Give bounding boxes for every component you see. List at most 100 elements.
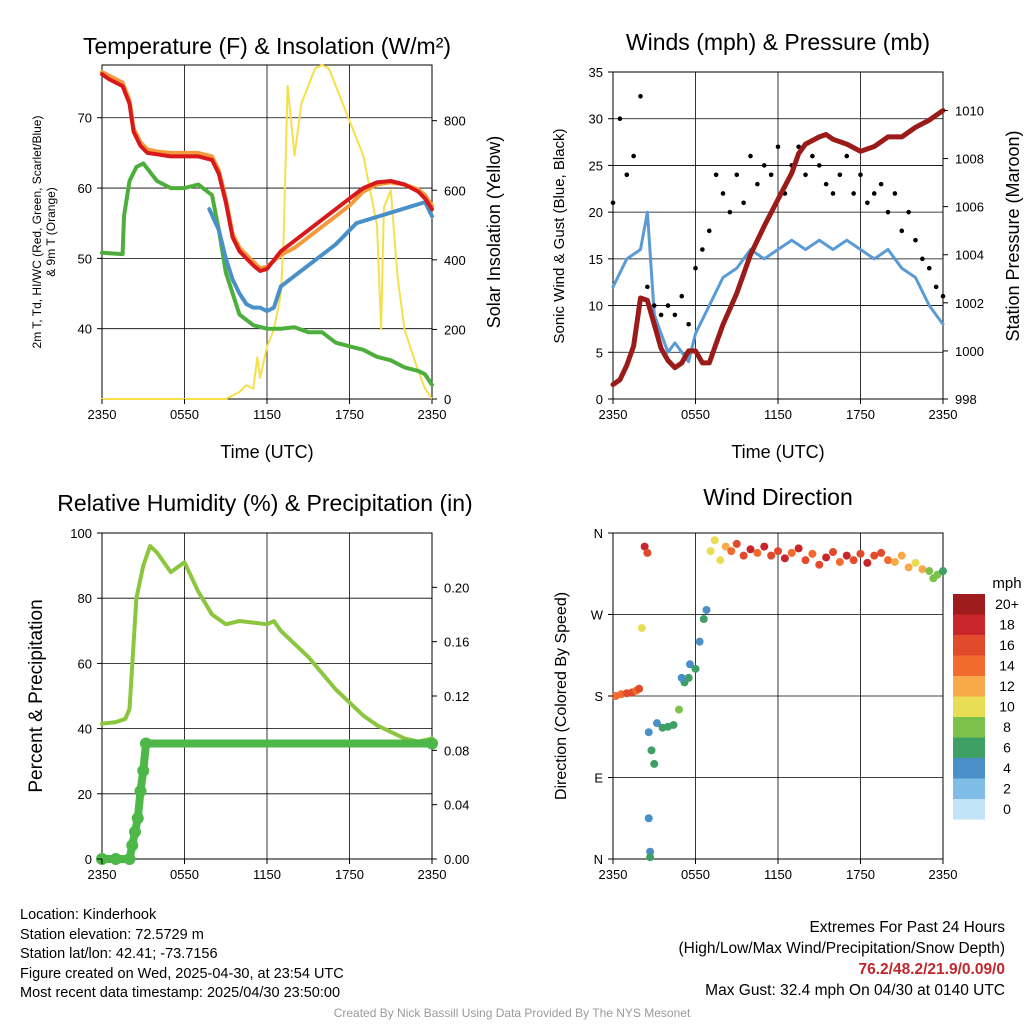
x-tick-label: 1750 [335,867,364,882]
gust-point [892,191,898,196]
gust-point [624,172,630,178]
winds-y-label: Sonic Wind & Gust (Blue, Black) [551,128,568,343]
gust-point [885,209,891,215]
wind-direction-point [829,548,837,557]
gust-point [638,93,643,99]
2m-t-line [100,72,434,273]
gust-point [768,172,774,178]
wind-direction-point [686,660,694,669]
gust-point [844,153,850,159]
wind-direction-point [870,551,879,560]
precipitation-point [140,737,152,750]
y-tick-label: 30 [589,112,603,127]
gust-point [700,247,705,252]
gust-point [851,191,856,196]
gust-point [775,144,781,150]
y-tick-label: N [594,852,603,867]
wind-direction-point [644,814,653,823]
y2-tick-label: 0.12 [444,689,469,704]
x-tick-label: 2350 [418,407,447,422]
gust-point [693,265,698,271]
y-tick-label: E [594,771,603,786]
gust-point [748,153,753,159]
y-tick-label: S [594,689,603,704]
legend-label: 18 [999,617,1015,633]
precipitation-point [109,853,122,865]
wind-direction-point [669,720,678,729]
station-location: Location: Kinderhook [20,907,157,923]
legend-label: 8 [1003,719,1011,735]
x-tick-label: 1150 [253,867,281,882]
legend-swatch [953,778,985,799]
gust-point [727,209,733,215]
legend-label: 16 [999,637,1015,653]
legend-swatch [953,737,985,758]
extremes-values: 76.2/48.2/21.9/0.09/0 [858,961,1005,978]
wind-direction-point [739,551,748,560]
precipitation-point [426,737,438,750]
gust-point [665,303,671,308]
precipitation-line [98,739,436,863]
x-tick-label: 1750 [846,407,875,422]
wind-direction-point [835,557,844,566]
y-tick-label: 20 [589,205,603,220]
wind-direction-point [787,548,796,557]
gust-point [610,200,616,206]
y-tick-label: 5 [596,345,603,360]
extremes-info: Extremes For Past 24 Hours (High/Low/Max… [679,917,1006,1001]
gust-point [816,163,822,168]
winds-panel: Winds (mph) & Pressure (mb) 2350 0550 1150… [551,29,1023,462]
y2-tick-label: 0.04 [444,798,469,813]
figure-created: Figure created on Wed, 2025-04-30, at 23… [20,965,344,982]
wind-direction-point [774,547,782,556]
wind-direction-point [643,548,652,557]
wind-direction-point [691,664,700,673]
wind-direction-point [727,547,736,556]
wind-direction-point [644,728,653,737]
wind-direction-point [849,556,858,565]
y-tick-label: 70 [78,111,92,126]
gust-point [741,200,746,206]
wind-direction-point [677,673,686,682]
credit-line: Created By Nick Bassill Using Data Provi… [333,1006,691,1020]
wind-direction-point [732,539,741,548]
legend-swatch [953,594,985,615]
y-tick-label: 15 [589,252,603,267]
winds-title: Winds (mph) & Pressure (mb) [626,29,930,55]
pressure-line [610,108,946,388]
precipitation-point [134,785,147,798]
wind-direction-point [684,673,693,682]
y-tick-label: 35 [589,65,603,80]
y-tick-label: 60 [78,656,92,671]
gust-point [858,172,863,178]
legend-swatch [953,614,985,635]
wind-direction-y-label: Direction (Colored By Speed) [553,592,570,800]
humidity-panel: Relative Humidity (%) & Precipitation (i… [26,490,473,882]
winds-x-label: Time (UTC) [731,442,824,462]
x-tick-label: 2350 [88,407,117,422]
gust-point [713,172,719,178]
wind-direction-point [815,560,824,569]
wind-direction-panel: Wind Direction 2350 0550 1150 1750 2350NWSEN… [553,484,1022,882]
gust-point [830,191,836,196]
gust-point [686,321,691,327]
temperature-y-label-line2: & 9m T (Orange) [44,187,58,277]
wind-direction-point [822,553,831,562]
gust-point [755,181,760,187]
y2-tick-label: 1004 [955,248,984,263]
wind-direction-point [721,542,730,551]
speed-legend: 20+ 18 16 14 12 10 8 6 4 2 0 [953,594,1019,820]
wind-direction-point [702,605,711,614]
wind-direction-point [699,615,708,624]
solar-insolation-line [101,64,433,400]
y2-tick-label: 0.16 [444,635,469,650]
gust-point [617,116,623,122]
station-info: Location: Kinderhook Station elevation: … [20,906,344,1004]
y2-tick-label: 0 [444,392,451,407]
hi-wc-line [207,200,434,314]
gust-point [803,172,808,178]
y2-tick-label: 800 [444,114,466,129]
wind-direction-point [653,719,661,728]
y-tick-label: 50 [78,251,92,266]
